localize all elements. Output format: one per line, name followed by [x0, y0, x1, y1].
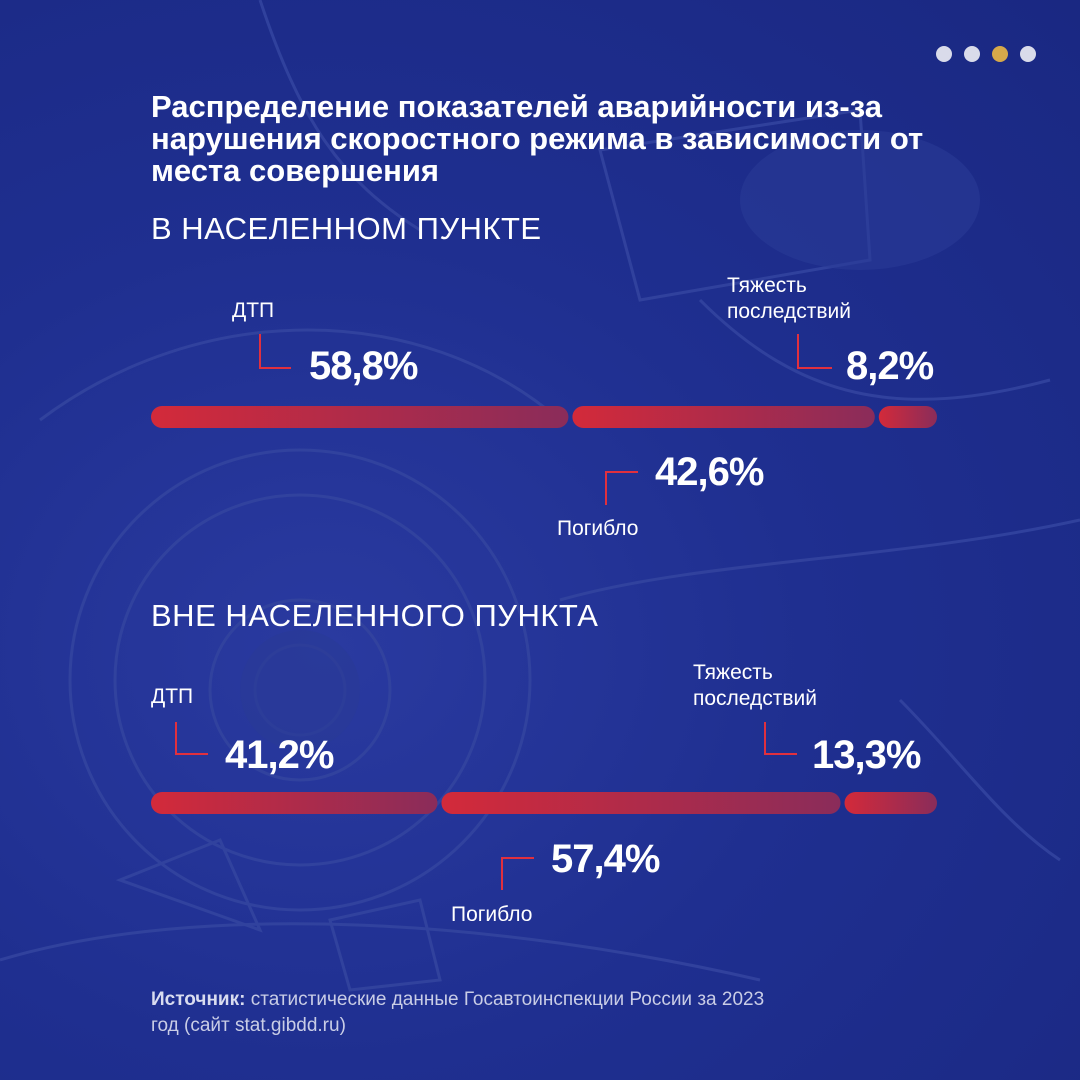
leader-line	[797, 334, 832, 369]
leader-line	[175, 722, 208, 755]
severity-value-urban: 8,2%	[846, 344, 934, 388]
dtp-value-rural: 41,2%	[225, 733, 334, 777]
source-prefix: Источник:	[151, 989, 246, 1010]
section-title-urban: В НАСЕЛЕННОМ ПУНКТЕ	[151, 211, 542, 246]
leader-line	[501, 857, 534, 890]
leader-line	[764, 722, 797, 755]
dtp-value-urban: 58,8%	[309, 344, 418, 388]
pager-dots	[936, 46, 1036, 62]
deaths-value-urban: 42,6%	[655, 450, 764, 494]
leader-line	[605, 471, 638, 505]
deaths-label-urban: Погибло	[557, 517, 639, 540]
dtp-label-urban: ДТП	[232, 299, 275, 322]
deaths-bar-segment-rural	[441, 792, 841, 814]
deaths-value-rural: 57,4%	[551, 837, 660, 881]
dtp-bar-segment-urban	[151, 406, 569, 428]
pager-dot	[1020, 46, 1036, 62]
deaths-bar-segment-urban	[572, 406, 875, 428]
leader-line	[259, 334, 291, 369]
source-text: статистические данные Госавтоинспекции Р…	[151, 989, 765, 1036]
dtp-label-rural: ДТП	[151, 685, 194, 708]
section-title-rural: ВНЕ НАСЕЛЕННОГО ПУНКТА	[151, 598, 599, 633]
dtp-bar-segment-rural	[151, 792, 438, 814]
severity-label-urban: Тяжесть последствий	[727, 274, 852, 323]
severity-value-rural: 13,3%	[812, 733, 921, 777]
pager-dot	[992, 46, 1008, 62]
pager-dot	[936, 46, 952, 62]
severity-bar-segment-rural	[844, 792, 937, 814]
source-note: Источник: статистические данные Госавтои…	[151, 987, 771, 1039]
deaths-label-rural: Погибло	[451, 903, 533, 926]
page-title: Распределение показателей аварийности из…	[151, 89, 924, 188]
pager-dot	[964, 46, 980, 62]
severity-label-rural: Тяжесть последствий	[693, 661, 818, 710]
severity-bar-segment-urban	[878, 406, 937, 428]
